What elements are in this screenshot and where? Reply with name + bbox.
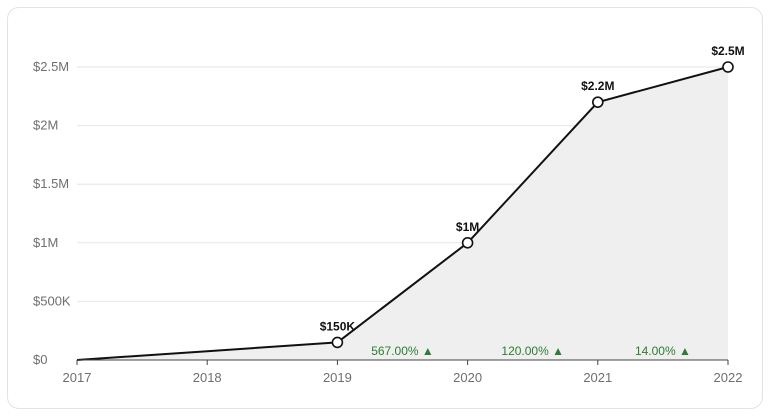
x-tick-label: 2021 (583, 370, 612, 385)
growth-annotation: 14.00% ▲ (635, 344, 691, 358)
y-tick-label: $2M (33, 118, 58, 133)
data-point-marker[interactable] (331, 336, 344, 349)
x-tick-label: 2020 (453, 370, 482, 385)
x-tick-label: 2022 (714, 370, 743, 385)
growth-annotation: 567.00% ▲ (371, 344, 434, 358)
point-labels: $150K $1M $2.2M $2.5M (320, 44, 745, 333)
series-line-layer (76, 66, 729, 361)
y-tick-label: $500K (33, 293, 71, 308)
y-tick-label: $0 (33, 352, 47, 367)
series-area (77, 67, 728, 360)
data-point-marker[interactable] (722, 61, 734, 73)
data-label: $1M (456, 220, 479, 234)
data-points (331, 61, 734, 349)
axis-layer: $0 $500K $1M $1.5M $2M $2.5M 2017 2018 2019 2020 2… (33, 59, 742, 385)
x-tick-label: 2018 (193, 370, 222, 385)
x-tick-label: 2017 (63, 370, 92, 385)
data-label: $150K (320, 319, 356, 333)
growth-annotation: 120.00% ▲ (501, 344, 564, 358)
y-tick-label: $1.5M (33, 176, 69, 191)
data-label: $2.5M (711, 44, 744, 58)
data-point-marker[interactable] (461, 237, 474, 249)
area-fill-layer (77, 67, 728, 360)
data-label: $2.2M (581, 79, 614, 93)
series-line (76, 66, 729, 361)
y-tick-label: $2.5M (33, 59, 69, 74)
x-tick-label: 2019 (323, 370, 352, 385)
y-tick-label: $1M (33, 235, 58, 250)
growth-annotations: 567.00% ▲ 120.00% ▲ 14.00% ▲ (371, 344, 691, 358)
data-point-marker[interactable] (591, 96, 604, 108)
